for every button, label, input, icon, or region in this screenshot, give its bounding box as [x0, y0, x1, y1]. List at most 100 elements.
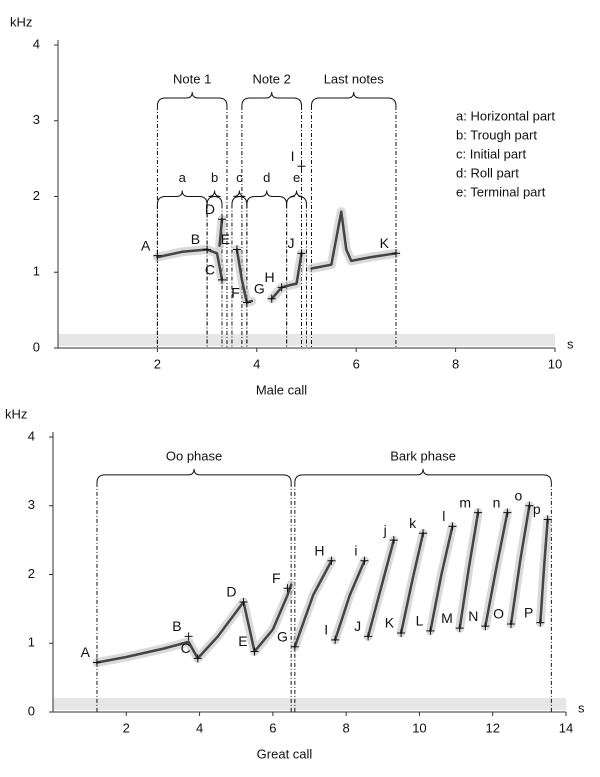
- point-label: l: [442, 508, 445, 524]
- point-marker: [184, 632, 193, 641]
- point-marker: [203, 245, 212, 254]
- legend-entry: b: Trough part: [456, 127, 537, 142]
- point-label: m: [459, 494, 471, 510]
- bracket: [286, 190, 307, 205]
- point-label: H: [314, 542, 324, 558]
- point-label: G: [277, 628, 288, 644]
- point-marker: [283, 584, 292, 593]
- point-marker: [92, 658, 101, 667]
- y-tick-label: 2: [28, 566, 35, 581]
- y-tick-label: 0: [28, 703, 35, 718]
- point-marker: [543, 515, 552, 524]
- x-unit: s: [567, 336, 574, 351]
- point-marker: [153, 251, 162, 260]
- y-tick-label: 0: [33, 339, 40, 354]
- point-marker: [193, 654, 202, 663]
- point-marker: [389, 536, 398, 545]
- point-label: k: [409, 515, 417, 531]
- bracket-label: Note 2: [253, 71, 291, 86]
- point-label: E: [221, 231, 230, 247]
- trace: [95, 583, 293, 664]
- point-marker: [481, 622, 490, 631]
- point-label: K: [385, 615, 395, 631]
- bracket: [156, 190, 208, 205]
- legend-entry: e: Terminal part: [456, 184, 546, 199]
- x-tick-label: 8: [343, 720, 350, 735]
- point-marker: [525, 501, 534, 510]
- trace: [235, 248, 254, 304]
- bracket-label: Note 1: [173, 71, 211, 86]
- bracket: [246, 190, 288, 205]
- point-marker: [448, 522, 457, 531]
- y-tick-label: 4: [28, 428, 35, 443]
- trace: [310, 210, 398, 270]
- trace: [293, 559, 333, 648]
- x-axis-label: Great call: [257, 746, 313, 761]
- point-label: A: [141, 237, 151, 253]
- point-label: H: [265, 269, 275, 285]
- point-label: G: [254, 280, 265, 296]
- point-label: L: [416, 613, 424, 629]
- y-tick-label: 2: [33, 188, 40, 203]
- bracket-label: d: [263, 170, 270, 185]
- x-tick-label: 12: [485, 720, 499, 735]
- point-label: D: [226, 584, 236, 600]
- point-marker: [297, 162, 306, 171]
- y-unit: kHz: [10, 14, 32, 29]
- point-label: i: [354, 542, 357, 558]
- trace: [218, 217, 224, 247]
- point-label: J: [288, 235, 295, 251]
- point-label: P: [524, 604, 533, 620]
- y-tick-label: 3: [28, 497, 35, 512]
- bracket: [156, 92, 228, 107]
- point-label: I: [324, 622, 328, 638]
- trace: [270, 252, 303, 301]
- point-marker: [267, 294, 276, 303]
- point-marker: [474, 508, 483, 517]
- x-tick-label: 2: [123, 720, 130, 735]
- point-label: B: [172, 618, 181, 634]
- x-tick-label: 6: [353, 356, 360, 371]
- x-tick-label: 8: [452, 356, 459, 371]
- trace: [458, 511, 480, 630]
- point-marker: [419, 529, 428, 538]
- bracket: [310, 92, 397, 107]
- point-marker: [239, 598, 248, 606]
- point-marker: [218, 275, 227, 284]
- x-tick-label: 4: [253, 356, 260, 371]
- legend-entry: d: Roll part: [456, 165, 519, 180]
- trace: [429, 525, 454, 633]
- point-label: K: [380, 235, 390, 251]
- y-tick-label: 1: [33, 264, 40, 279]
- trace: [399, 532, 425, 635]
- point-label: F: [272, 570, 281, 586]
- y-tick-label: 1: [28, 635, 35, 650]
- point-marker: [297, 249, 306, 258]
- point-label: O: [493, 606, 504, 622]
- point-marker: [327, 556, 336, 565]
- point-label: A: [81, 644, 91, 660]
- noise-band: [53, 698, 566, 710]
- trace: [509, 504, 531, 626]
- point-marker: [360, 556, 369, 565]
- point-marker: [250, 647, 259, 656]
- bracket-label: b: [211, 170, 218, 185]
- point-label: n: [493, 494, 501, 510]
- point-label: I: [291, 148, 295, 164]
- bracket: [206, 190, 223, 205]
- point-label: C: [181, 640, 191, 656]
- bracket-label: e: [293, 170, 300, 185]
- bracket: [241, 92, 303, 107]
- point-label: F: [231, 284, 240, 300]
- trace: [539, 518, 549, 624]
- bracket-label: Last notes: [324, 71, 384, 86]
- point-label: o: [515, 487, 523, 503]
- x-tick-label: 6: [269, 720, 276, 735]
- bracket: [231, 190, 248, 205]
- bracket-label: Oo phase: [166, 448, 222, 463]
- point-marker: [242, 298, 251, 307]
- point-label: M: [441, 610, 453, 626]
- point-label: N: [468, 608, 478, 624]
- point-marker: [290, 642, 299, 651]
- bracket: [294, 468, 552, 483]
